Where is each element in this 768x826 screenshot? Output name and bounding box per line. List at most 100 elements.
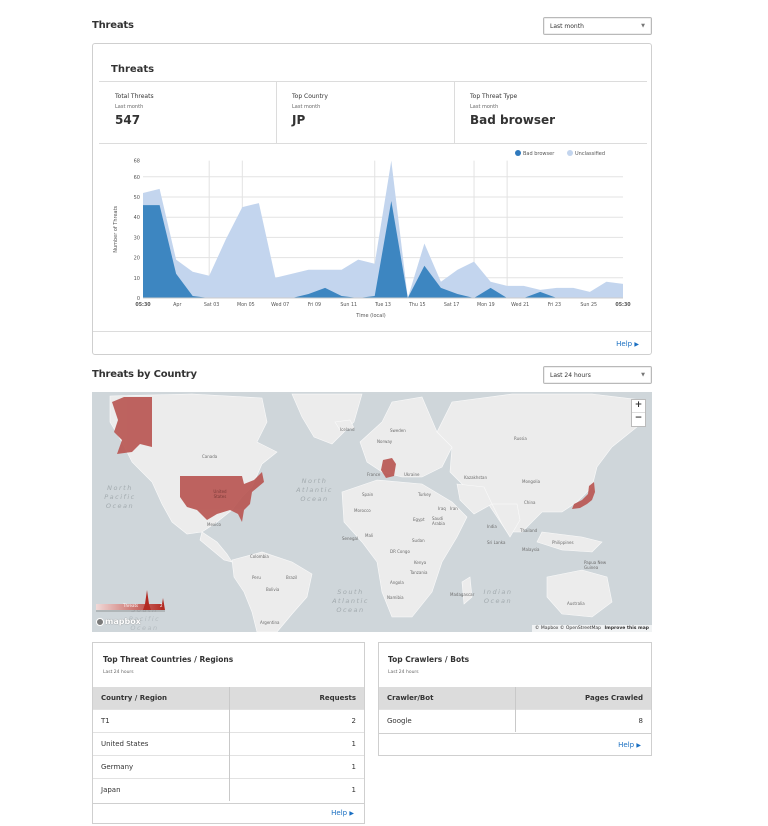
improve-map-link[interactable]: Improve this map [604, 626, 649, 631]
map-label-mali: Mali [365, 533, 374, 538]
mapbox-logo[interactable]: mapbox [96, 617, 141, 626]
x-tick-label: Mon 19 [477, 302, 495, 308]
map-zoom-out-button[interactable]: − [632, 413, 645, 426]
x-tick-label: Mon 05 [237, 302, 255, 308]
map-label-egypt: Egypt [413, 517, 425, 522]
table-row: Japan 1 [93, 777, 364, 801]
ocean-label-north-atlantic: North Atlantic Ocean [296, 477, 333, 503]
x-tick-label: Tue 13 [374, 302, 391, 308]
ocean-label-north-pacific: North Pacific Ocean [104, 484, 136, 510]
threats-panel-title: Threats [111, 64, 155, 75]
chevron-down-icon: ▼ [641, 372, 645, 378]
help-label: Help [616, 340, 633, 348]
map-label-turkey: Turkey [418, 492, 432, 497]
pages-crawled-cell: 8 [514, 708, 651, 732]
map-legend: Threats 2 [95, 588, 167, 614]
map-label-india: India [487, 524, 497, 529]
map-zoom-in-button[interactable]: + [632, 400, 645, 413]
top-crawlers-help-link[interactable]: Help ▶ [618, 741, 641, 749]
table-header-row: Crawler/Bot Pages Crawled [379, 687, 651, 709]
y-tick-label: 60 [134, 175, 140, 181]
map-label-thailand: Thailand [520, 528, 538, 533]
legend-label-unclassified[interactable]: Unclassified [575, 151, 605, 157]
kpi-total-threats: Total Threats Last month 547 [99, 82, 277, 143]
divider [99, 143, 647, 144]
x-tick-label: Wed 21 [511, 302, 529, 308]
caret-right-icon: ▶ [634, 341, 639, 348]
divider [93, 331, 651, 332]
x-tick-label: 05:30 [135, 302, 151, 308]
map-label-mexico: Mexico [207, 522, 221, 527]
crawler-cell: Google [379, 708, 515, 732]
top-countries-title: Top Threat Countries / Regions [103, 655, 234, 664]
map-label-dr-congo: DR Congo [390, 549, 410, 554]
top-countries-period: Last 24 hours [103, 670, 134, 675]
map-label-russia: Russia [514, 436, 527, 441]
y-tick-label: 40 [134, 215, 140, 221]
map-label-kazakhstan: Kazakhstan [464, 475, 488, 480]
map-label-norway: Norway [377, 439, 393, 444]
ocean-label-indian: Indian Ocean [483, 588, 513, 605]
top-countries-help-link[interactable]: Help ▶ [331, 809, 354, 817]
column-header-requests[interactable]: Requests [228, 687, 364, 709]
threats-help-link[interactable]: Help ▶ [616, 340, 639, 348]
requests-cell: 1 [228, 731, 364, 755]
map-label-australia: Australia [567, 601, 585, 606]
threats-range-value: Last month [550, 22, 584, 30]
map-label-philippines: Philippines [552, 540, 574, 545]
map-label-sweden: Sweden [390, 428, 406, 433]
map-zoom-controls: + − [631, 399, 646, 427]
y-tick-label: 0 [137, 296, 140, 302]
country-range-value: Last 24 hours [550, 371, 591, 379]
table-row: Germany 1 [93, 754, 364, 778]
map-legend-label: Threats [123, 603, 139, 608]
map-label-senegal: Senegal [342, 536, 359, 541]
top-crawlers-period: Last 24 hours [388, 670, 419, 675]
country-cell: United States [93, 731, 229, 755]
top-crawlers-table: Crawler/Bot Pages Crawled Google 8 [379, 687, 651, 732]
requests-cell: 1 [228, 777, 364, 801]
country-range-select[interactable]: Last 24 hours ▼ [543, 366, 652, 384]
x-tick-label: Fri 23 [548, 302, 561, 308]
kpi-label: Top Country [292, 93, 328, 100]
map-label-mongolia: Mongolia [522, 479, 541, 484]
country-cell: Japan [93, 777, 229, 801]
country-section-title: Threats by Country [92, 369, 197, 380]
map-label-malaysia: Malaysia [522, 547, 540, 552]
threats-section-title: Threats [92, 20, 134, 31]
attribution-text[interactable]: © Mapbox © OpenStreetMap [534, 626, 602, 631]
chart-canvas: 0 10 20 30 40 50 60 68 05:30 Apr Sat 03 Mon 05 Wed 0… [113, 150, 631, 319]
threat-world-map[interactable]: Canada United States Mexico Colombia Per… [92, 392, 652, 632]
map-label-argentina: Argentina [260, 620, 280, 625]
kpi-label: Top Threat Type [470, 93, 518, 100]
highlighted-countries [112, 397, 595, 522]
x-tick-label: Sun 11 [340, 302, 357, 308]
top-crawlers-card: Top Crawlers / Bots Last 24 hours Crawle… [378, 642, 652, 756]
legend-swatch-unclassified [567, 150, 573, 156]
column-header-pages-crawled[interactable]: Pages Crawled [514, 687, 651, 709]
mapbox-logo-icon [96, 617, 104, 626]
x-tick-label: Sat 17 [444, 302, 460, 308]
caret-right-icon: ▶ [636, 742, 641, 749]
map-label-iraq: Iraq [438, 506, 446, 511]
map-label-united-states: United States [213, 489, 227, 499]
map-label-morocco: Morocco [354, 508, 371, 513]
table-row: T1 2 [93, 708, 364, 732]
column-header-crawler[interactable]: Crawler/Bot [379, 687, 515, 709]
x-tick-label: Wed 07 [271, 302, 289, 308]
kpi-value: Bad browser [470, 113, 556, 127]
legend-label-bad-browser[interactable]: Bad browser [523, 151, 555, 157]
y-tick-label: 68 [134, 159, 140, 165]
x-axis-label: Time (local) [355, 313, 385, 319]
y-tick-label: 20 [134, 256, 140, 262]
kpi-period: Last month [292, 104, 321, 110]
country-cell: Germany [93, 754, 229, 778]
column-header-country[interactable]: Country / Region [93, 687, 229, 709]
divider [379, 733, 651, 734]
divider [99, 81, 647, 82]
map-label-peru: Peru [252, 575, 261, 580]
kpi-period: Last month [115, 104, 144, 110]
map-label-saudi-arabia: Saudi Arabia [432, 516, 445, 526]
map-canvas [109, 393, 643, 632]
threats-range-select[interactable]: Last month ▼ [543, 17, 652, 35]
